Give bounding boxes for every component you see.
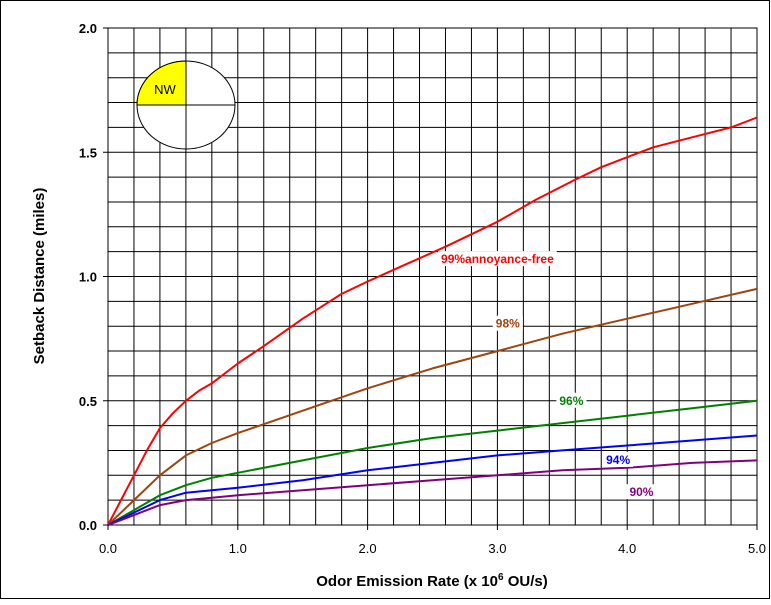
x-tick-label: 4.0 [618,541,636,556]
series-label-3: 94% [606,453,630,467]
series-label-2: 96% [559,394,583,408]
x-tick-label: 1.0 [229,541,247,556]
series-line-1 [107,287,758,526]
axis-ticks: 0.0 1.0 2.0 3.0 4.0 5.0 0.0 0.5 1.0 1.5 2.0 [79,21,766,556]
series-line-3 [107,434,758,526]
series-label-background [438,251,557,267]
series-label-background [626,484,657,500]
series-line-2 [107,399,758,526]
y-tick-label: 2.0 [79,21,97,36]
series-label-4: 90% [629,485,653,499]
x-axis-label-main: Odor Emission Rate (x 10 [316,573,498,590]
x-axis-label: Odor Emission Rate (x 106 OU/s) [316,572,547,590]
x-axis-label-superscript: 6 [498,572,504,583]
series-label-background [556,392,587,408]
series-label-background [492,315,523,331]
series-label-0: 99%annoyance-free [441,252,554,266]
x-tick-label: 2.0 [359,541,377,556]
series-line-4 [107,459,758,526]
y-tick-label: 1.0 [79,270,97,285]
x-axis-label-suffix: OU/s) [504,573,548,590]
series-label-1: 98% [496,317,520,331]
data-labels: 99%annoyance-free 98% 96% 94% 90% [438,251,657,500]
compass-icon: NW [136,60,236,150]
x-tick-label: 0.0 [99,541,117,556]
x-tick-label: 3.0 [488,541,506,556]
series-layer [107,116,758,526]
series-line-0 [107,116,758,526]
y-tick-label: 0.5 [79,394,97,409]
y-axis-label: Setback Distance (miles) [31,188,48,365]
x-tick-label: 5.0 [748,541,766,556]
y-tick-label: 0.0 [79,518,97,533]
series-label-background [603,451,634,467]
y-tick-label: 1.5 [79,145,97,160]
compass-label: NW [154,82,176,97]
compass-highlight-quadrant [136,60,187,106]
